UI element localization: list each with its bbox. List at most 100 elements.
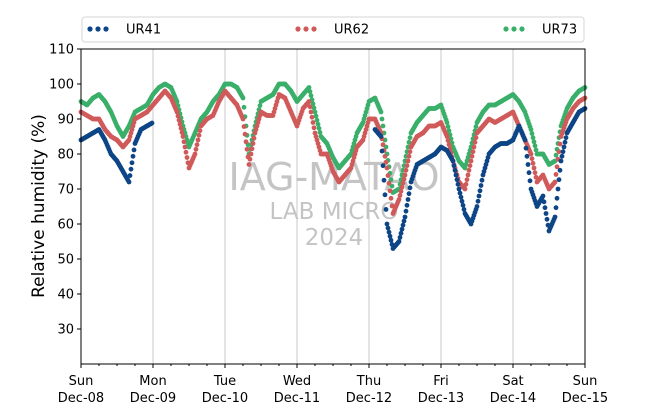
- data-point: [528, 127, 534, 132]
- data-point: [389, 183, 395, 189]
- data-point: [556, 177, 562, 183]
- data-point: [468, 158, 474, 164]
- legend-marker: [103, 26, 109, 32]
- data-point: [379, 148, 385, 154]
- data-point: [177, 121, 183, 127]
- data-point: [446, 142, 452, 148]
- data-point: [178, 125, 184, 131]
- data-point: [400, 180, 406, 186]
- data-point: [532, 143, 538, 149]
- data-point: [241, 104, 247, 110]
- data-point: [382, 192, 388, 198]
- x-tick-date-label: Dec-11: [274, 391, 320, 406]
- data-point: [558, 158, 564, 164]
- data-point: [473, 135, 479, 141]
- data-point: [533, 147, 539, 153]
- data-point: [403, 208, 409, 214]
- legend-marker: [311, 26, 317, 32]
- data-point: [384, 165, 390, 171]
- y-tick-label: 100: [49, 78, 74, 93]
- data-point: [378, 109, 384, 115]
- data-point: [465, 172, 471, 178]
- data-point: [242, 131, 248, 137]
- data-point: [387, 233, 393, 239]
- data-point: [529, 156, 535, 162]
- data-point: [525, 162, 531, 167]
- y-axis: 30 40 50 60 70 80 90 100 110: [49, 43, 81, 338]
- x-tick-day-label: Mon: [139, 374, 166, 389]
- data-point: [470, 149, 476, 155]
- data-point: [469, 153, 475, 159]
- data-point: [553, 205, 559, 211]
- data-point: [195, 137, 201, 143]
- data-point: [477, 188, 483, 194]
- data-point: [307, 89, 313, 94]
- data-point: [382, 153, 388, 159]
- data-point: [530, 160, 536, 166]
- x-axis: Sun Dec-08 Mon Dec-09 Tue Dec-10 Wed Dec-11 Thu D…: [58, 364, 608, 406]
- data-point: [383, 159, 389, 165]
- data-point: [444, 134, 450, 139]
- data-point: [310, 101, 316, 107]
- data-point: [385, 225, 391, 231]
- data-point: [445, 124, 451, 129]
- data-point: [386, 180, 392, 186]
- legend-item-UR41: UR41: [87, 23, 161, 38]
- data-point: [306, 85, 312, 90]
- data-point: [402, 172, 408, 178]
- data-point: [192, 151, 198, 157]
- data-point: [405, 158, 411, 164]
- data-point: [543, 211, 549, 216]
- data-point: [544, 216, 550, 222]
- data-point: [475, 198, 481, 204]
- y-tick-label: 110: [49, 43, 74, 58]
- data-point: [561, 144, 567, 150]
- data-point: [407, 185, 413, 191]
- data-point: [399, 184, 405, 190]
- data-point: [454, 177, 460, 183]
- data-point: [397, 235, 403, 240]
- data-point: [552, 214, 558, 220]
- data-point: [458, 194, 464, 200]
- data-point: [452, 167, 458, 173]
- data-point: [466, 167, 472, 173]
- data-point: [404, 202, 410, 208]
- data-point: [175, 113, 181, 119]
- data-point: [196, 132, 202, 138]
- data-point: [388, 195, 394, 201]
- legend-label: UR41: [126, 23, 161, 38]
- x-tick-day-label: Sun: [573, 374, 598, 389]
- data-point: [251, 135, 257, 141]
- data-point: [553, 172, 559, 177]
- data-point: [522, 137, 528, 143]
- data-point: [444, 120, 450, 125]
- data-point: [149, 120, 155, 126]
- data-point: [405, 197, 411, 202]
- data-point: [400, 222, 406, 228]
- data-point: [380, 163, 386, 169]
- data-point: [407, 149, 413, 155]
- data-point: [463, 181, 469, 187]
- data-point: [542, 205, 548, 211]
- data-point: [257, 103, 263, 108]
- data-point: [388, 237, 394, 243]
- data-point: [316, 125, 322, 131]
- data-point: [378, 134, 384, 139]
- data-point: [457, 190, 463, 196]
- data-point: [455, 181, 461, 187]
- data-points: [78, 81, 588, 251]
- x-tick-date-label: Dec-15: [562, 391, 608, 406]
- data-point: [474, 204, 480, 209]
- data-point: [243, 139, 249, 145]
- data-point: [530, 135, 536, 141]
- data-point: [401, 218, 407, 224]
- data-point: [247, 156, 253, 162]
- data-point: [130, 153, 136, 159]
- data-point: [308, 93, 314, 99]
- x-tick-day-label: Sun: [69, 374, 94, 389]
- data-point: [197, 128, 203, 134]
- data-point: [557, 141, 563, 147]
- legend-label: UR62: [334, 23, 369, 38]
- data-point: [396, 239, 402, 244]
